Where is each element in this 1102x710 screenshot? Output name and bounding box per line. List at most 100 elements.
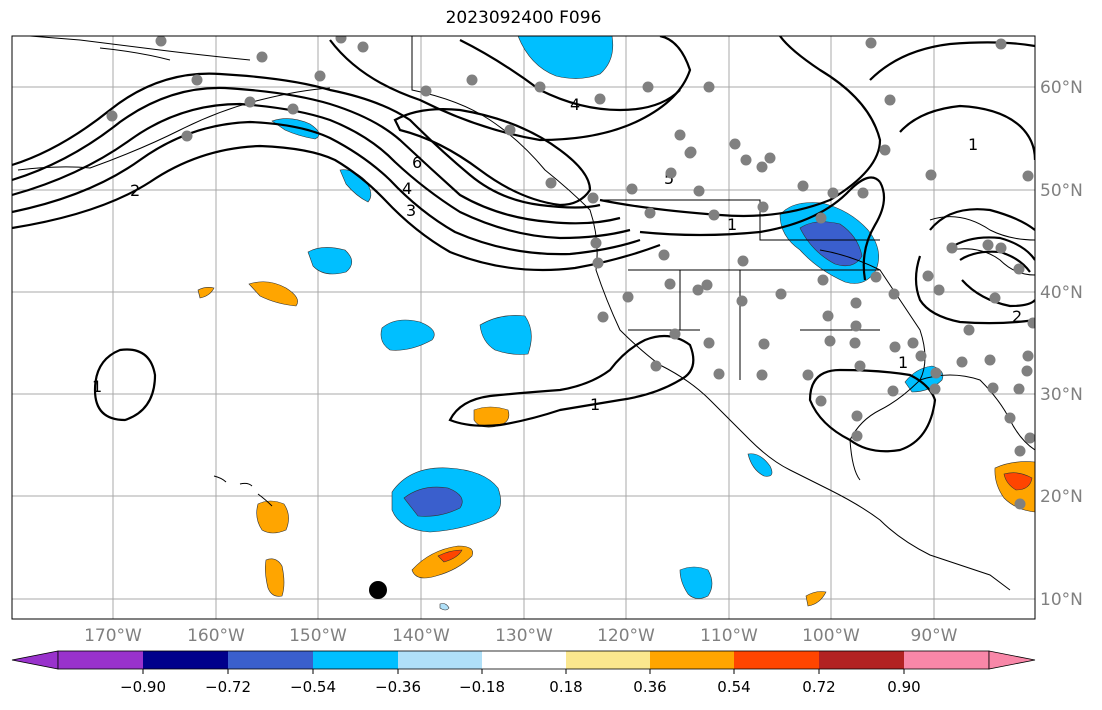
station-dot xyxy=(287,103,299,115)
station-dot xyxy=(989,292,1001,304)
station-dot xyxy=(420,85,432,97)
station-dot xyxy=(1022,350,1034,362)
lat-label: 10°N xyxy=(1040,590,1083,610)
station-dot xyxy=(982,239,994,251)
station-dot xyxy=(587,192,599,204)
station-dot xyxy=(665,167,677,179)
station-dot xyxy=(708,209,720,221)
station-dot xyxy=(822,310,834,322)
colorbar-segment xyxy=(734,651,819,669)
colorbar-over-arrow xyxy=(988,650,1036,670)
station-dot xyxy=(925,169,937,181)
station-dot xyxy=(850,320,862,332)
station-dot xyxy=(181,130,193,142)
station-dots xyxy=(106,36,1035,510)
colorbar-tick-label: −0.72 xyxy=(205,678,251,696)
station-dot xyxy=(713,368,725,380)
contour-label-group: 2 4 3 6 4 5 1 1 1 1 1 2 xyxy=(92,95,1022,414)
station-dot xyxy=(850,297,862,309)
station-dot xyxy=(644,207,656,219)
colorbar-segment xyxy=(904,651,989,669)
contour-label: 4 xyxy=(570,95,580,114)
station-dot xyxy=(851,410,863,422)
station-dot xyxy=(737,255,749,267)
station-dot xyxy=(597,311,609,323)
station-dot xyxy=(815,212,827,224)
contour-label: 1 xyxy=(92,377,102,396)
station-dot xyxy=(504,124,516,136)
lon-label: 120°W xyxy=(597,626,655,646)
station-dot xyxy=(879,144,891,156)
lon-label: 150°W xyxy=(289,626,347,646)
lon-label: 130°W xyxy=(495,626,553,646)
station-dot xyxy=(545,177,557,189)
station-dot xyxy=(1022,170,1034,182)
station-dot xyxy=(995,38,1007,50)
station-dot xyxy=(314,70,326,82)
colorbar-segment xyxy=(228,651,313,669)
station-dot xyxy=(701,279,713,291)
colorbar-tick-label: 0.72 xyxy=(802,678,835,696)
station-dot xyxy=(466,74,478,86)
station-dot xyxy=(888,288,900,300)
station-dot xyxy=(1013,383,1025,395)
contour-label: 1 xyxy=(898,353,908,372)
station-dot xyxy=(764,152,776,164)
contour-label: 3 xyxy=(406,201,416,220)
station-dot xyxy=(740,154,752,166)
station-dot xyxy=(1014,445,1026,457)
contour-label: 4 xyxy=(402,179,412,198)
station-dot xyxy=(590,237,602,249)
colorbar-tick-label: 0.18 xyxy=(549,678,582,696)
graticule xyxy=(12,36,1035,619)
station-dot xyxy=(669,328,681,340)
station-dot xyxy=(797,180,809,192)
lat-label: 30°N xyxy=(1040,385,1083,405)
lon-label: 140°W xyxy=(392,626,450,646)
station-dot xyxy=(827,187,839,199)
lon-label: 100°W xyxy=(802,626,860,646)
colorbar-tick-label: −0.18 xyxy=(459,678,505,696)
station-dot xyxy=(775,288,787,300)
colorbar-ticks: −0.90 −0.72 −0.54 −0.36 −0.18 0.18 0.36 0.54 0.7… xyxy=(120,669,921,696)
lat-label: 50°N xyxy=(1040,181,1083,201)
station-dot xyxy=(984,354,996,366)
station-dot xyxy=(674,129,686,141)
station-dot xyxy=(889,341,901,353)
station-dot xyxy=(592,257,604,269)
station-dot xyxy=(946,242,958,254)
station-dot xyxy=(1027,317,1035,329)
station-dot xyxy=(849,337,861,349)
station-dot xyxy=(155,36,167,47)
colorbar-segment xyxy=(143,651,228,669)
lon-label: 170°W xyxy=(84,626,142,646)
station-dot xyxy=(703,337,715,349)
contour-label: 2 xyxy=(130,181,140,200)
colorbar-tick-label: −0.36 xyxy=(375,678,421,696)
contour-label: 1 xyxy=(727,215,737,234)
station-dot xyxy=(106,110,118,122)
latitude-labels: 60°N 50°N 40°N 30°N 20°N 10°N xyxy=(1040,78,1083,610)
station-dot xyxy=(956,356,968,368)
colorbar-segment xyxy=(398,651,482,669)
colorbar-tick-label: 0.90 xyxy=(887,678,920,696)
map-title: 2023092400 F096 xyxy=(445,8,602,28)
station-dot xyxy=(642,81,654,93)
colorbar-segment xyxy=(819,651,904,669)
colorbar-tick-label: 0.54 xyxy=(717,678,750,696)
station-dot xyxy=(933,284,945,296)
station-dot xyxy=(824,335,836,347)
height-contours xyxy=(12,36,1035,453)
station-dot xyxy=(930,367,942,379)
lat-label: 60°N xyxy=(1040,78,1083,98)
lat-label: 40°N xyxy=(1040,283,1083,303)
station-dot xyxy=(729,138,741,150)
colorbar-tick-label: −0.90 xyxy=(120,678,166,696)
station-dot xyxy=(244,96,256,108)
station-dot xyxy=(963,324,975,336)
station-dot xyxy=(1014,498,1026,510)
station-dot xyxy=(887,385,899,397)
station-dot xyxy=(865,37,877,49)
station-dot xyxy=(756,161,768,173)
station-dot xyxy=(626,183,638,195)
